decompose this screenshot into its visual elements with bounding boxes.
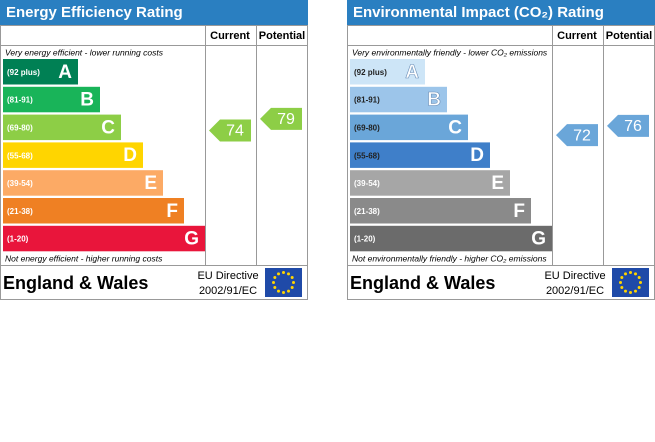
eu-star [637, 286, 641, 289]
band-letter: G [184, 229, 199, 250]
top-note: Very environmentally friendly - lower CO… [352, 47, 548, 57]
rating-value: 72 [573, 127, 591, 144]
directive-code: 2002/91/EC [546, 285, 604, 297]
rating-band [3, 86, 100, 113]
rating-arrow [209, 119, 251, 142]
rating-value: 74 [226, 123, 244, 140]
band-range: (39-54) [354, 179, 380, 188]
band-range: (69-80) [7, 123, 33, 132]
rating-band [3, 198, 184, 224]
band-letter: A [405, 62, 419, 83]
bottom-note: Not energy efficient - higher running co… [5, 253, 163, 263]
band-letter: D [123, 145, 137, 166]
column-header: Potential [259, 30, 305, 42]
column-header: Current [210, 30, 250, 42]
panel-title: Environmental Impact (CO₂) Rating [353, 4, 604, 21]
band-range: (21-38) [7, 207, 33, 216]
panel-frame [0, 25, 308, 300]
eu-star [282, 271, 285, 274]
eu-star [277, 272, 280, 276]
eu-star [634, 289, 637, 293]
rating-band [350, 59, 425, 85]
eu-star [624, 289, 627, 293]
rating-arrow [556, 124, 598, 147]
band-range: (92 plus) [7, 68, 40, 77]
rating-band [350, 86, 447, 113]
band-letter: E [144, 173, 157, 194]
band-letter: D [470, 145, 484, 166]
band-range: (55-68) [354, 151, 380, 160]
eu-star [287, 289, 290, 293]
eu-star [624, 272, 627, 276]
eu-star [273, 286, 277, 289]
epc-panel: Energy Efficiency Rating Current Potential… [0, 0, 308, 300]
eu-star [290, 276, 294, 279]
eu-star [629, 271, 632, 274]
eu-star [272, 281, 275, 284]
rating-value: 79 [277, 111, 295, 128]
eu-star [290, 286, 294, 289]
eu-star [637, 276, 641, 279]
column-header: Current [557, 30, 597, 42]
column-header: Potential [606, 30, 652, 42]
band-range: (1-20) [354, 235, 376, 244]
region: England & Wales [3, 273, 148, 293]
region: England & Wales [350, 273, 495, 293]
rating-band [350, 142, 490, 168]
eu-star [277, 289, 280, 293]
band-range: (55-68) [7, 151, 33, 160]
band-range: (21-38) [354, 207, 380, 216]
rating-band [350, 225, 552, 252]
rating-band [3, 114, 121, 141]
title-bar [347, 0, 655, 25]
rating-band [3, 59, 78, 85]
eu-star [620, 286, 624, 289]
band-letter: C [101, 117, 115, 138]
rating-arrow [260, 107, 302, 130]
eu-star [282, 291, 285, 294]
band-letter: F [513, 201, 525, 222]
band-range: (92 plus) [354, 68, 387, 77]
band-letter: C [448, 117, 462, 138]
band-range: (81-91) [7, 96, 33, 105]
rating-band [3, 225, 205, 252]
directive: EU Directive [544, 270, 605, 282]
eu-star [273, 276, 277, 279]
band-range: (1-20) [7, 235, 29, 244]
rating-band [3, 142, 143, 168]
band-range: (69-80) [354, 123, 380, 132]
band-letter: G [531, 229, 546, 250]
panel-title: Energy Efficiency Rating [6, 4, 183, 21]
band-letter: E [491, 173, 504, 194]
band-range: (81-91) [354, 96, 380, 105]
band-letter: A [58, 62, 72, 83]
rating-band [350, 198, 531, 224]
band-range: (39-54) [7, 179, 33, 188]
directive-code: 2002/91/EC [199, 285, 257, 297]
top-note: Very energy efficient - lower running co… [5, 47, 164, 57]
eu-star [619, 281, 622, 284]
rating-value: 76 [624, 118, 642, 135]
rating-band [350, 170, 510, 196]
eu-star [629, 291, 632, 294]
eu-star [639, 281, 642, 284]
band-letter: B [427, 90, 441, 111]
bottom-note: Not environmentally friendly - higher CO… [352, 253, 547, 263]
rating-arrow [607, 114, 649, 137]
rating-band [3, 170, 163, 196]
eu-star [292, 281, 295, 284]
rating-band [350, 114, 468, 141]
eu-star [287, 272, 290, 276]
band-letter: F [166, 201, 178, 222]
title-bar [0, 0, 308, 25]
directive: EU Directive [197, 270, 258, 282]
epc-panel: Environmental Impact (CO₂) Rating Current… [347, 0, 655, 300]
band-letter: B [80, 90, 94, 111]
eu-star [620, 276, 624, 279]
eu-star [634, 272, 637, 276]
